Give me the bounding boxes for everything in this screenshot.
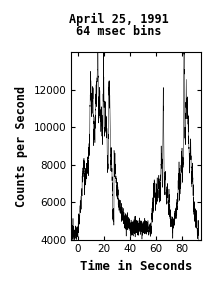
Text: April 25, 1991: April 25, 1991 <box>69 13 169 26</box>
X-axis label: Time in Seconds: Time in Seconds <box>80 260 192 273</box>
Y-axis label: Counts per Second: Counts per Second <box>15 86 28 206</box>
Text: 64 msec bins: 64 msec bins <box>76 25 162 38</box>
